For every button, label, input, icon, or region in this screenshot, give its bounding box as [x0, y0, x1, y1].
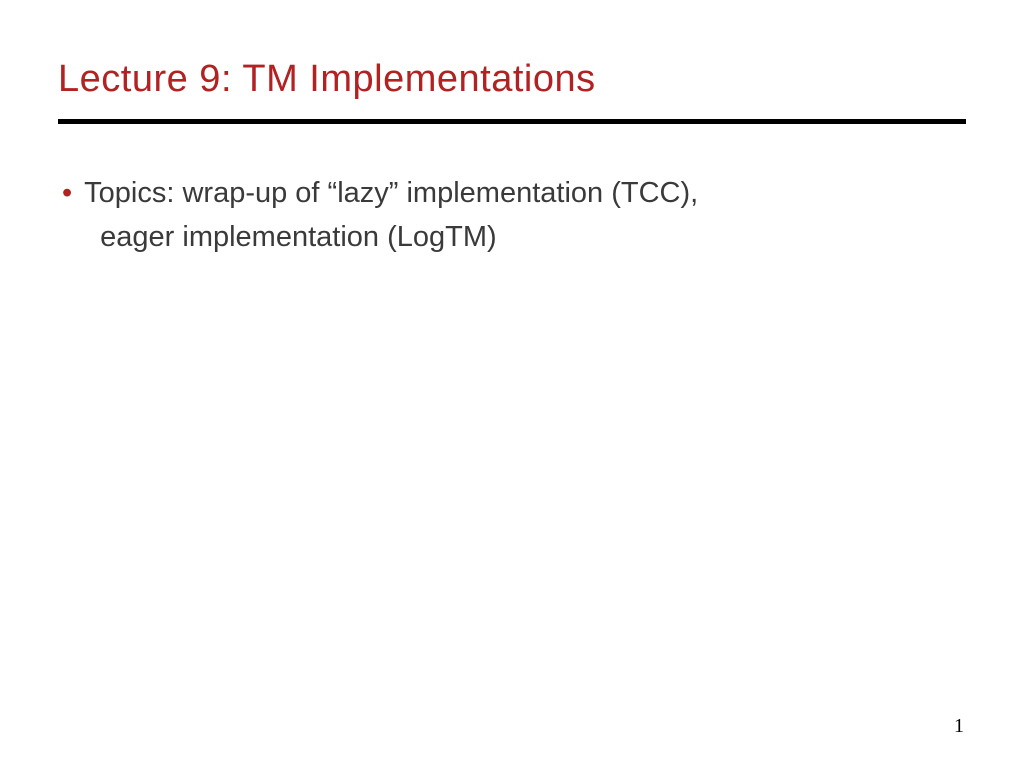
bullet-line-1: Topics: wrap-up of “lazy” implementation… [84, 172, 698, 216]
slide-container: Lecture 9: TM Implementations • Topics: … [0, 0, 1024, 768]
bullet-line-2: eager implementation (LogTM) [84, 216, 698, 260]
slide-title: Lecture 9: TM Implementations [58, 58, 966, 101]
slide-content: • Topics: wrap-up of “lazy” implementati… [58, 172, 966, 259]
bullet-item: • Topics: wrap-up of “lazy” implementati… [62, 172, 966, 259]
bullet-text: Topics: wrap-up of “lazy” implementation… [84, 172, 698, 259]
bullet-marker-icon: • [62, 172, 72, 216]
page-number: 1 [954, 715, 964, 738]
title-divider [58, 119, 966, 124]
